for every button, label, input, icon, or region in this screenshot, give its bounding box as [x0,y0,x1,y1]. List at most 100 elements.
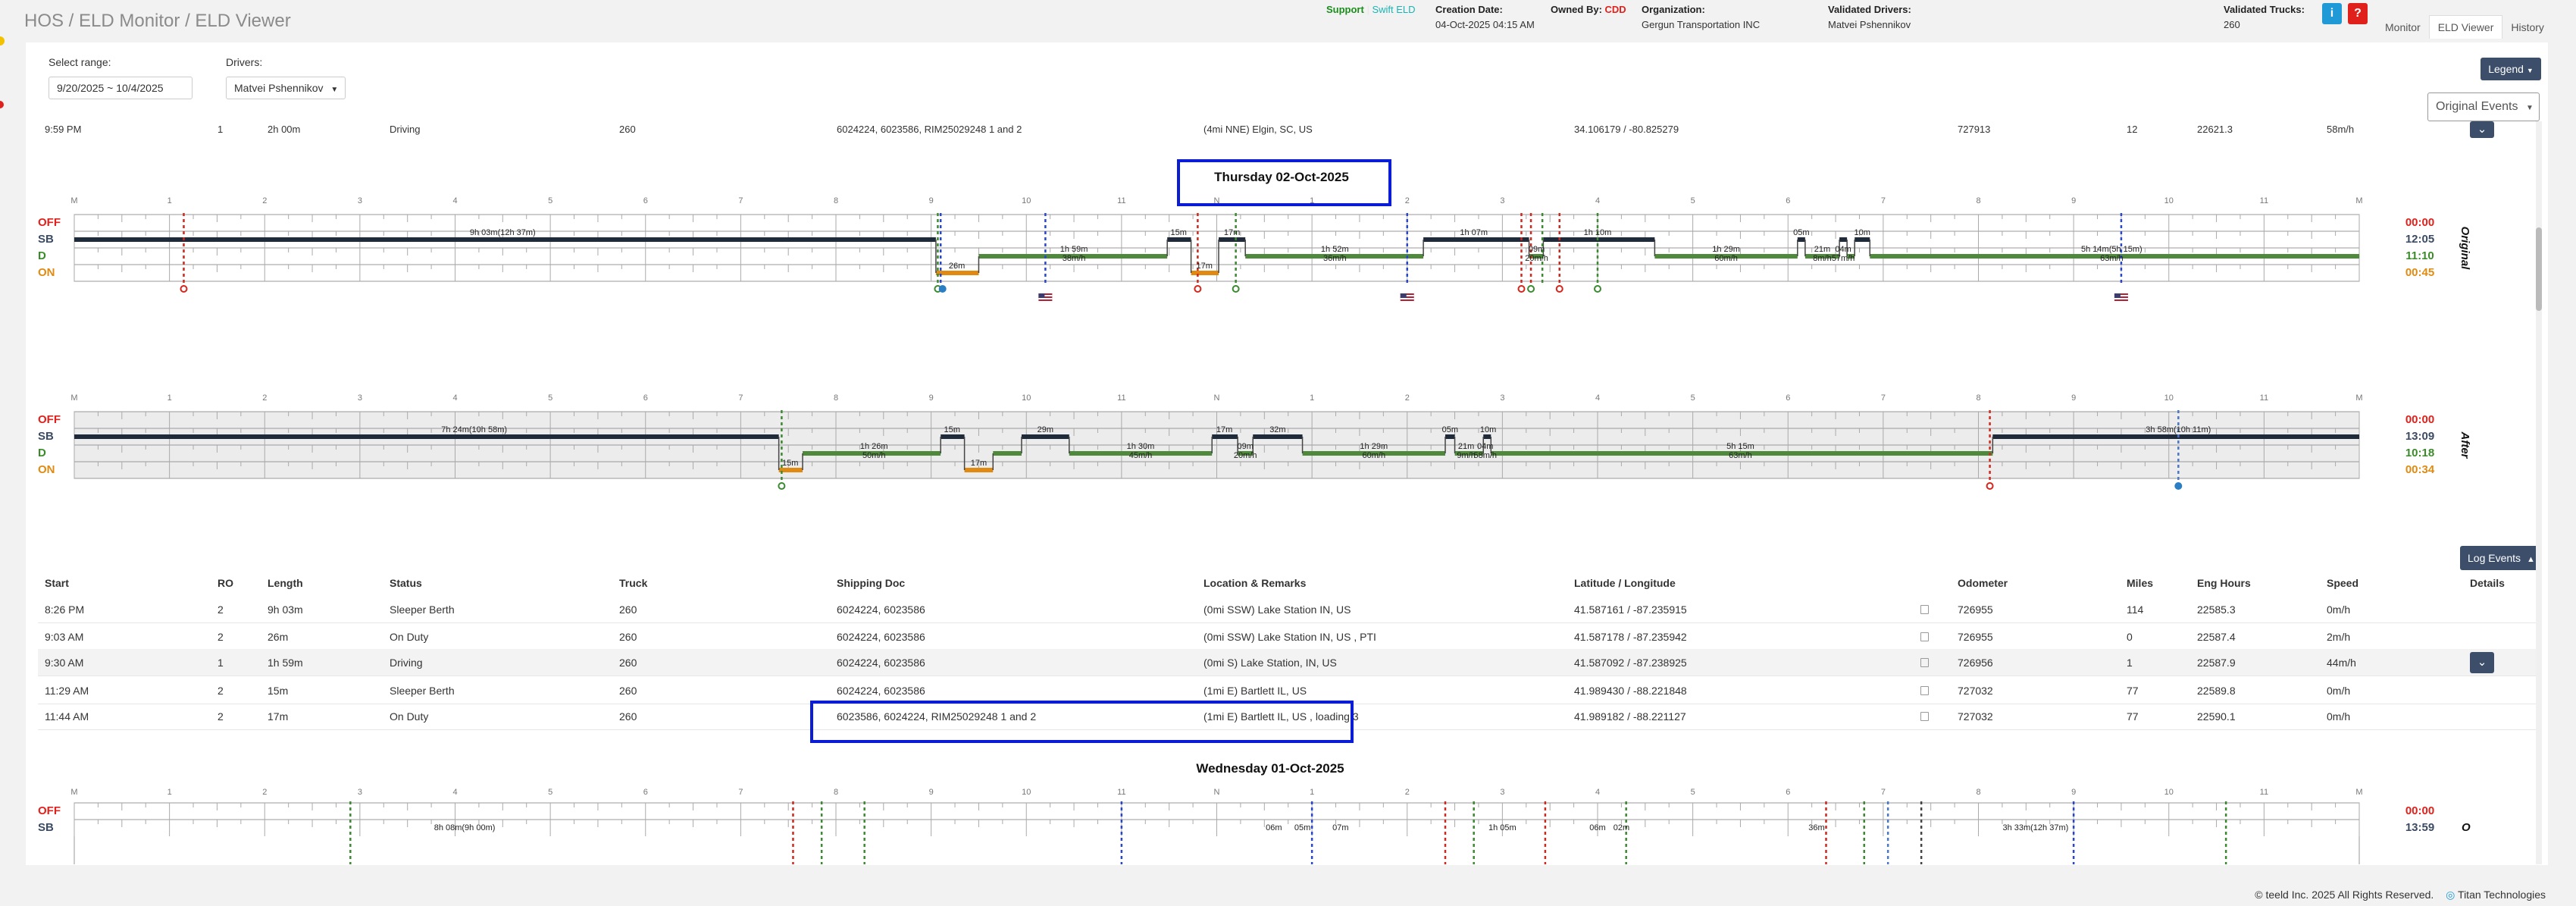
table-row[interactable]: 8:26 PM 2 9h 03m Sleeper Berth 260 6024224, 6… [38,596,2539,623]
page-title: HOS / ELD Monitor / ELD Viewer [24,11,291,31]
scrollbar-track[interactable] [2536,121,2542,864]
table-row[interactable]: 9:30 AM 1 1h 59m Driving 260 6024224, 6023586… [38,649,2539,676]
event-pin-icon [778,482,786,490]
segment-duration-label: 05m [1793,228,1809,237]
tab-eld-viewer[interactable]: ELD Viewer [2428,15,2503,39]
table-cell: 17m [268,710,289,723]
hour-tick-label: 2 [262,196,267,205]
column-header[interactable]: Miles [2127,577,2154,589]
table-cell: 6023586, 6024224, RIM25029248 1 and 2 [837,710,1037,723]
hour-tick-label: 3 [358,393,362,403]
segment-duration-label: 36m/h [1323,254,1347,263]
segment-duration-label: 45m/h [1129,451,1153,460]
hour-tick-label: 7 [738,788,743,797]
copy-icon[interactable] [1920,658,1929,667]
copy-icon[interactable] [1920,605,1929,614]
hour-tick-label: 5 [1691,788,1695,797]
hour-tick-label: 8 [834,788,838,797]
event-pin-icon [1194,285,1202,293]
column-header[interactable]: Truck [619,577,648,589]
segment-duration-label: 20m/h [1525,254,1548,263]
status-label-on: ON [38,266,55,279]
table-cell: (0mi SSW) Lake Station IN, US , PTI [1203,631,1376,643]
column-header[interactable]: Length [268,577,303,589]
date-range-input[interactable]: 9/20/2025 ~ 10/4/2025 [49,77,192,99]
hour-tick-label: 8 [1976,788,1980,797]
wednesday-grid: M 1 2 3 4 5 6 7 8 9 10 11 N 1 2 3 4 5 6 7 8 9 10 11 M OFF SB 00:00 1… [38,788,2471,864]
column-header[interactable]: Details [2470,577,2505,589]
column-header[interactable]: Start [45,577,69,589]
hour-tick-label: 1 [167,196,172,205]
flag-stripe [2114,298,2128,299]
graph-side-label: Original [2459,227,2471,271]
status-label-off: OFF [38,413,61,426]
status-label-on: ON [38,463,55,476]
copy-icon[interactable] [1920,712,1929,721]
info-button[interactable]: i [2322,3,2342,24]
column-header[interactable]: Eng Hours [2197,577,2251,589]
table-cell: 22587.4 [2197,631,2236,643]
hour-tick-label: 4 [1595,196,1600,205]
hour-tick-label: 10 [1022,393,1031,403]
legend-button[interactable]: Legend ▼ [2481,58,2541,80]
column-header[interactable]: Odometer [1958,577,2008,589]
table-row[interactable]: 11:44 AM 2 17m On Duty 260 6023586, 6024224, … [38,703,2539,730]
original-events-select[interactable]: Original Events ▼ [2427,92,2540,121]
hour-tick-label: 7 [1881,788,1886,797]
segment-duration-label: 15m [782,459,798,468]
row-details-button[interactable]: ⌄ [2470,121,2494,138]
hour-tick-label: 8 [1976,393,1980,403]
scrollbar-thumb[interactable] [2536,227,2542,311]
hour-tick-label: M [70,788,77,797]
column-header[interactable]: Speed [2327,577,2359,589]
segment-duration-label: 60m/h [1362,451,1385,460]
hour-tick-label: 6 [1786,788,1790,797]
status-label-off: OFF [38,804,61,817]
hour-tick-label: 11 [2260,393,2268,403]
hour-tick-label: 3 [1500,788,1504,797]
table-cell: 0m/h [2327,710,2351,723]
segment-duration-label: 50m/h [862,451,886,460]
table-cell: 9:30 AM [45,657,84,669]
table-row[interactable]: 11:29 AM 2 15m Sleeper Berth 260 6024224, 602… [38,677,2539,704]
copy-icon[interactable] [1920,632,1929,641]
driver-select[interactable]: Matvei Pshennikov ▼ [226,77,346,99]
hour-tick-label: 3 [1500,196,1504,205]
table-cell: 727032 [1958,710,1993,723]
hour-tick-label: 10 [1022,196,1031,205]
segment-duration-label: 04m [1477,442,1493,451]
column-header[interactable]: RO [218,577,233,589]
segment-duration-label: 07m [1332,823,1348,832]
hour-tick-label: 7 [738,393,743,403]
status-label-sb: SB [38,821,54,834]
row-details-button[interactable]: ⌄ [2470,652,2494,673]
hour-tick-label: 11 [1117,393,1125,403]
hour-tick-label: 11 [1117,196,1125,205]
segment-duration-label: 7h 24m(10h 58m) [441,425,507,434]
log-events-button[interactable]: Log Events ▲ [2460,546,2542,570]
flag-stripe [1038,295,1053,296]
segment-duration-label: 63m/h [2100,254,2124,263]
status-total: 12:05 [2405,233,2434,246]
segment-duration-label: 8h 08m(9h 00m) [434,823,496,832]
status-label-sb: SB [38,430,54,443]
support-link[interactable]: Support [1326,4,1364,15]
swift-eld-link[interactable]: Swift ELD [1372,4,1416,15]
tab-history[interactable]: History [2511,21,2544,33]
column-header[interactable]: Shipping Doc [837,577,906,589]
help-button[interactable]: ? [2348,3,2368,24]
copy-icon[interactable] [1920,686,1929,695]
column-header[interactable]: Latitude / Longitude [1574,577,1676,589]
table-cell: 726956 [1958,657,1993,669]
tab-monitor[interactable]: Monitor [2385,21,2421,33]
column-header[interactable]: Status [390,577,422,589]
top-bar: HOS / ELD Monitor / ELD Viewer Support |… [0,0,2576,42]
scroll-area[interactable]: 9:59 PM 1 2h 00m Driving 260 6024224, 60… [38,121,2539,864]
column-header[interactable]: Location & Remarks [1203,577,1307,589]
table-cell: 727032 [1958,685,1993,697]
hour-tick-label: 2 [262,788,267,797]
event-pin-icon [1986,482,1994,490]
table-cell: 22587.9 [2197,657,2236,669]
segment-duration-label: 06m [1589,823,1605,832]
table-row[interactable]: 9:03 AM 2 26m On Duty 260 6024224, 6023586 (0m… [38,623,2539,651]
